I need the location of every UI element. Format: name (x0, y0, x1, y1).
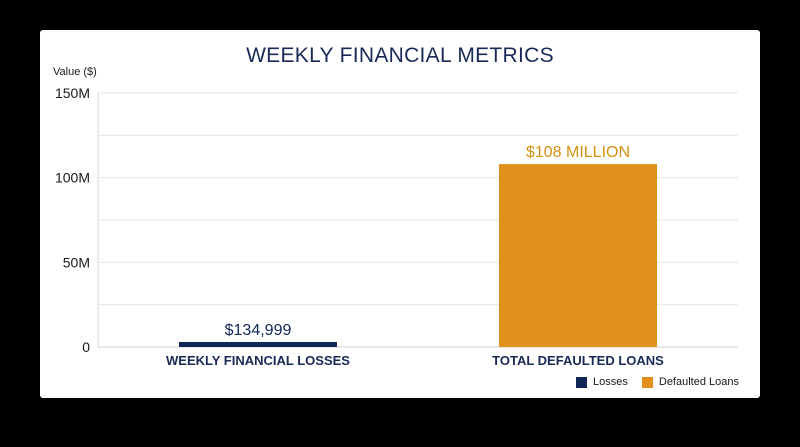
y-tick-label: 0 (82, 339, 90, 355)
y-tick-label: 100M (55, 170, 90, 186)
bar-weekly-financial-losses (179, 342, 337, 347)
x-tick-label-weekly-financial-losses: WEEKLY FINANCIAL LOSSES (166, 353, 350, 368)
chart-title: WEEKLY FINANCIAL METRICS (246, 44, 554, 67)
legend-swatch-losses (576, 376, 588, 388)
bar-total-defaulted-loans (499, 164, 657, 347)
chart-card: WEEKLY FINANCIAL METRICS Value ($) 0 50M 1… (40, 30, 760, 398)
legend-label-defaulted-loans: Defaulted Loans (658, 376, 739, 388)
chart-legend: Losses Defaulted Loans (562, 376, 739, 388)
data-label-weekly-financial-losses: $134,999 (225, 322, 292, 339)
y-tick-label: 50M (63, 254, 90, 270)
y-axis-label: Value ($) (53, 66, 97, 78)
legend-item-defaulted-loans: Defaulted Loans (641, 376, 739, 388)
y-tick-label: 150M (55, 85, 90, 101)
chart-plot-area: 0 50M 100M 150M $134,999 WEEKLY FINANCIAL LOS… (55, 85, 738, 368)
data-label-total-defaulted-loans: $108 MILLION (526, 144, 630, 161)
legend-item-losses: Losses (576, 376, 628, 388)
legend-swatch-defaulted-loans (641, 376, 653, 388)
x-tick-label-total-defaulted-loans: TOTAL DEFAULTED LOANS (492, 353, 664, 368)
legend-label-losses: Losses (593, 376, 628, 388)
